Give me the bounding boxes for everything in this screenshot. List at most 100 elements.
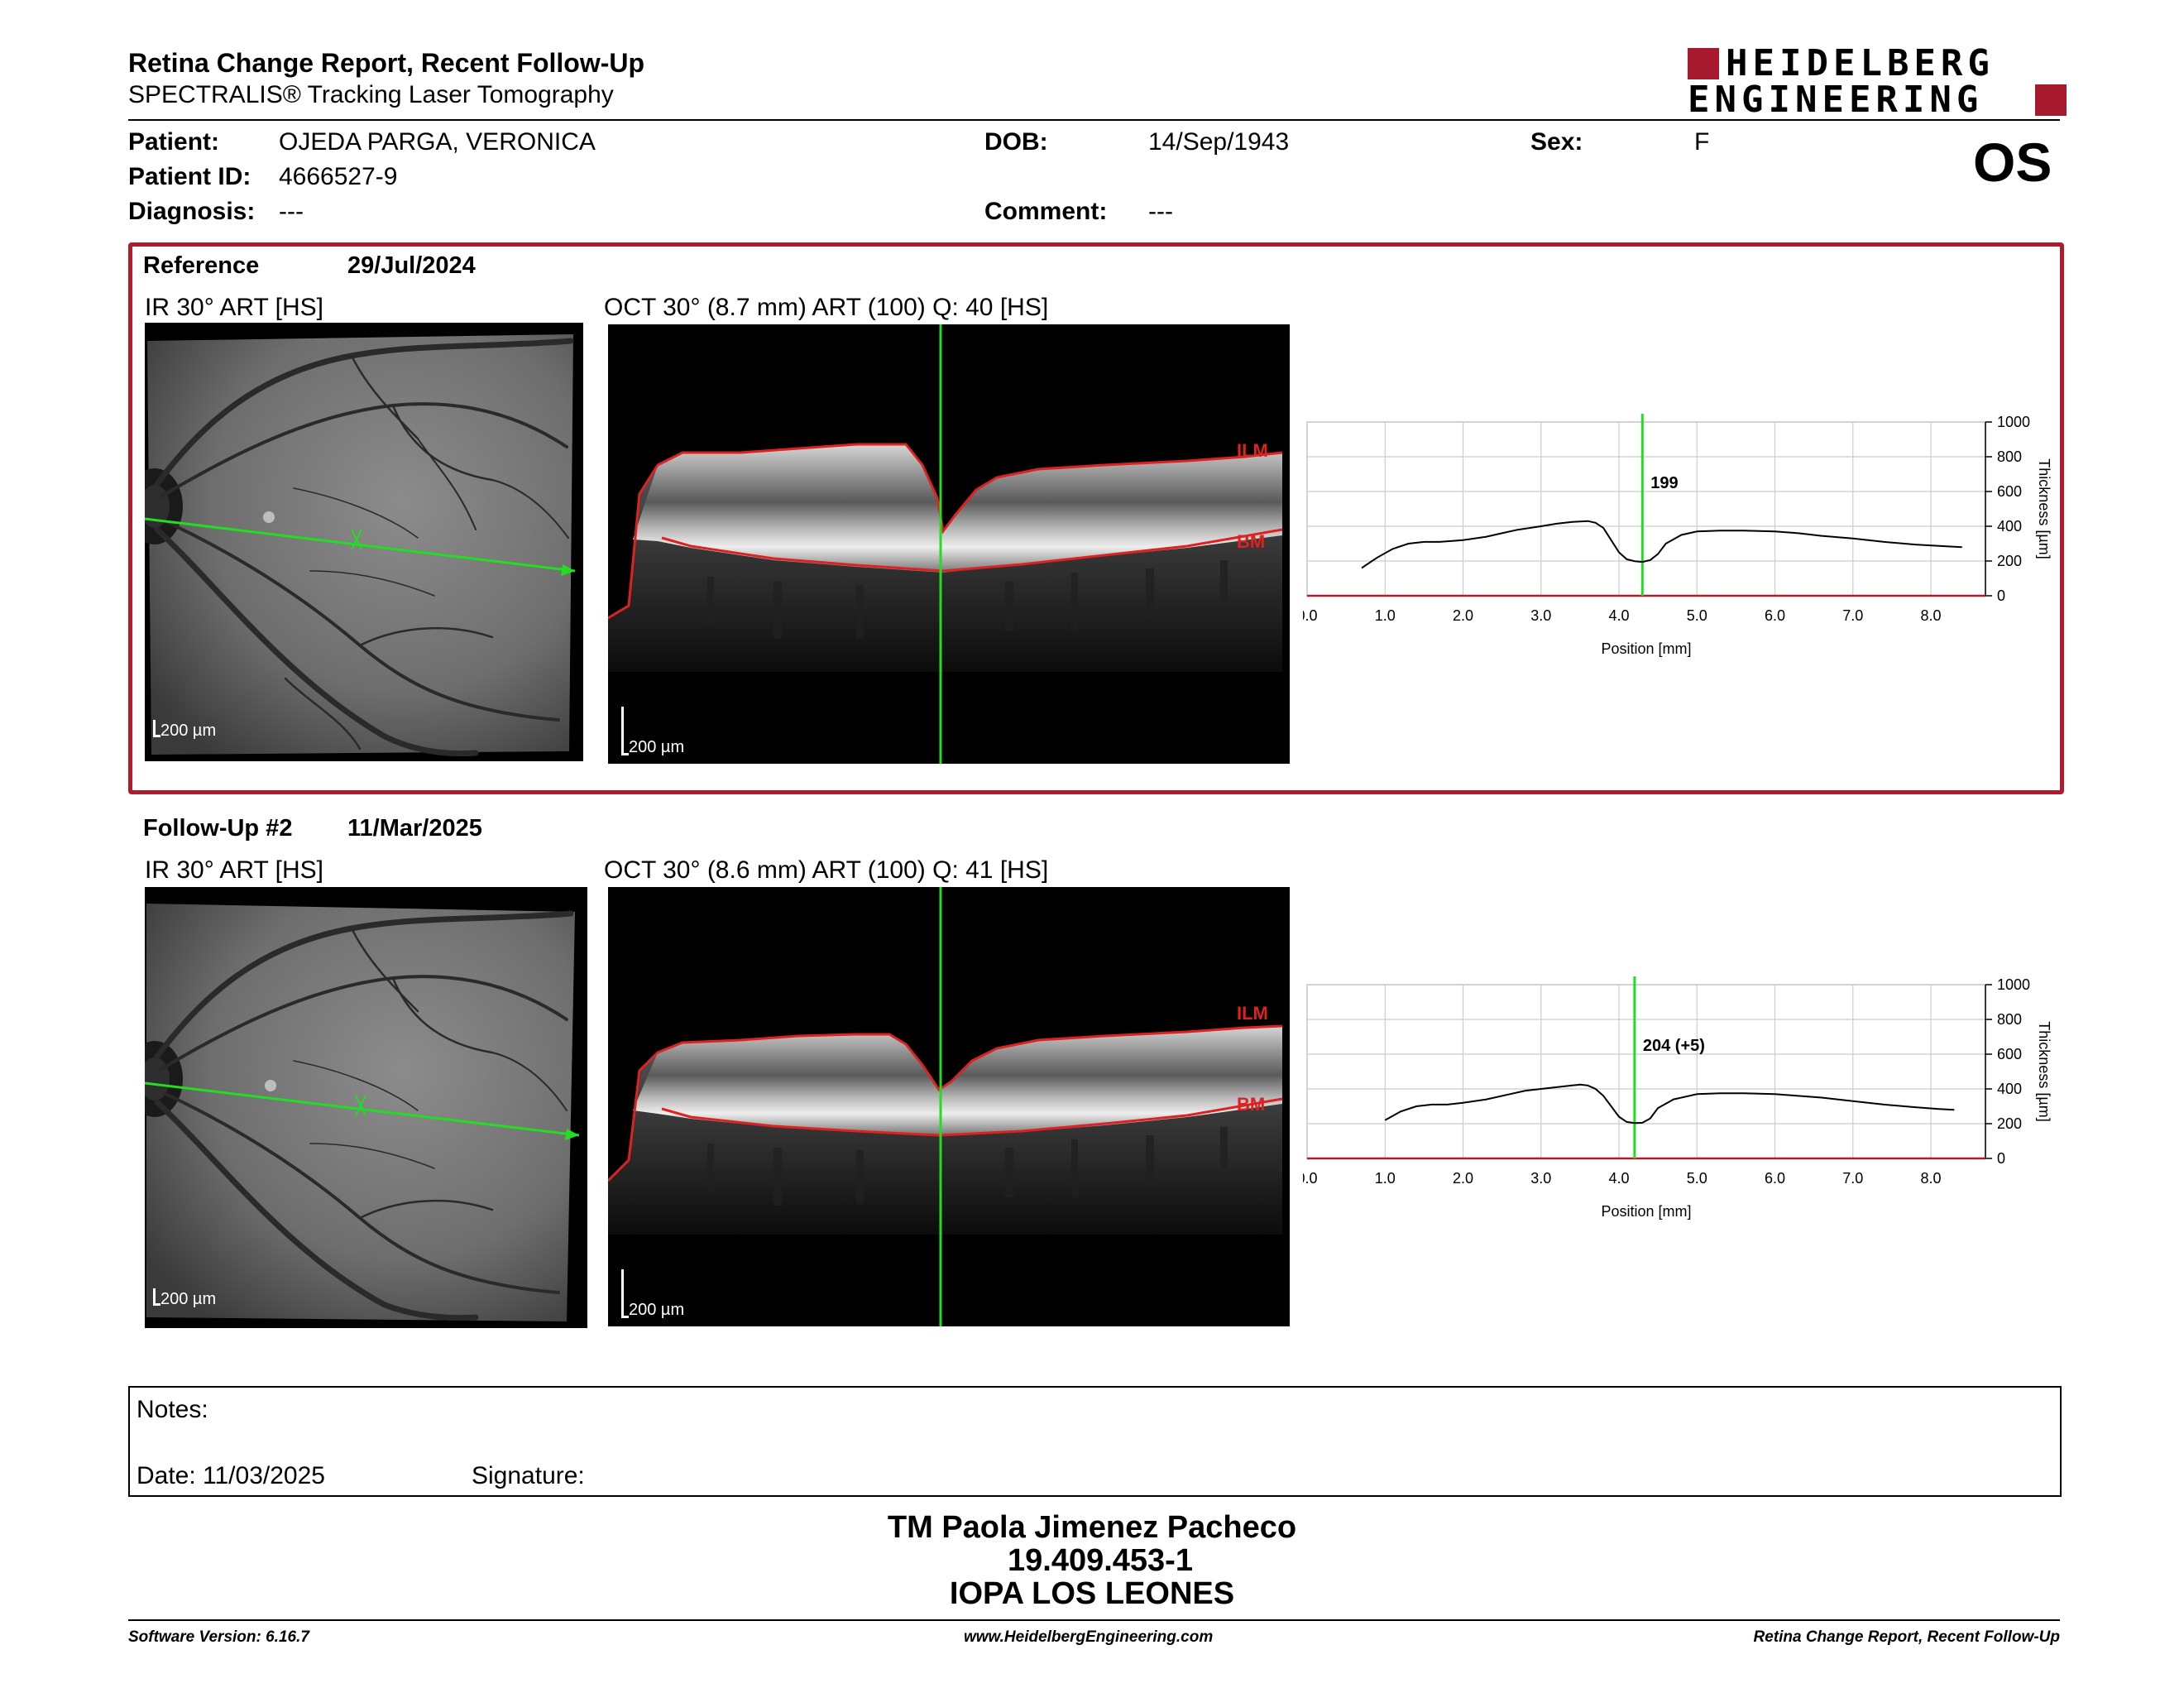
patient-id-value: 4666527-9 xyxy=(279,163,398,190)
signer-institution: IOPA LOS LEONES xyxy=(949,1576,1235,1611)
report-subtitle: SPECTRALIS® Tracking Laser Tomography xyxy=(128,81,614,108)
patient-id-label: Patient ID: xyxy=(128,163,251,190)
dob-label: DOB: xyxy=(984,128,1048,156)
scalebar-icon xyxy=(621,707,629,755)
notes-label: Notes: xyxy=(136,1396,208,1423)
y-axis-label: Thickness [µm] xyxy=(2036,1021,2052,1121)
x-tick-label: 5.0 xyxy=(1687,607,1707,624)
reference-oct-scale-label: 200 µm xyxy=(629,738,685,756)
notes-date: Date: 11/03/2025 xyxy=(136,1462,325,1489)
thickness-series-line xyxy=(1361,520,1962,569)
x-axis-label: Position [mm] xyxy=(1601,640,1691,657)
reference-oct-image: ILM BM 200 µm xyxy=(608,324,1290,764)
x-tick-label: 4.0 xyxy=(1608,1170,1629,1187)
followup-oct-image: ILM BM 200 µm xyxy=(608,887,1290,1326)
comment-value: --- xyxy=(1148,198,1173,225)
x-tick-label: 6.0 xyxy=(1765,1170,1785,1187)
followup-ir-image: 200 µm xyxy=(145,887,587,1328)
reference-ir-caption: IR 30° ART [HS] xyxy=(145,294,323,321)
logo-square-top xyxy=(1688,48,1719,79)
x-tick-label: 1.0 xyxy=(1375,1170,1396,1187)
x-tick-label: 0.0 xyxy=(1303,607,1318,624)
sex-value: F xyxy=(1694,128,1710,156)
x-tick-label: 1.0 xyxy=(1375,607,1396,624)
followup-label: Follow-Up #2 xyxy=(143,815,293,842)
y-tick-label: 0 xyxy=(1997,587,2005,604)
x-tick-label: 2.0 xyxy=(1453,607,1473,624)
followup-oct-scalebar: 200 µm xyxy=(621,1269,684,1320)
y-tick-label: 800 xyxy=(1997,1011,2022,1028)
y-tick-label: 200 xyxy=(1997,1115,2022,1132)
y-axis-label: Thickness [µm] xyxy=(2036,458,2052,559)
x-tick-label: 8.0 xyxy=(1921,607,1942,624)
signer-name: TM Paola Jimenez Pacheco xyxy=(887,1510,1297,1545)
comment-label: Comment: xyxy=(984,198,1108,225)
reference-thickness-chart: 0 200 400 600 800 1000 0.0 1.0 2.0 3.0 4.0 5.0 6.0 7.… xyxy=(1303,414,2052,657)
diagnosis-value: --- xyxy=(279,198,304,225)
followup-ir-scalebar: 200 µm xyxy=(153,1288,216,1309)
thickness-series-line xyxy=(1384,1083,1955,1125)
y-tick-label: 0 xyxy=(1997,1150,2005,1167)
marker-value-label: 204 (+5) xyxy=(1643,1037,1705,1055)
y-tick-label: 800 xyxy=(1997,448,2022,465)
signer-rut: 19.409.453-1 xyxy=(1008,1543,1193,1578)
scalebar-icon xyxy=(153,1288,160,1306)
logo-line1: HEIDELBERG xyxy=(1726,42,1995,84)
marker-value-label: 199 xyxy=(1650,474,1678,492)
eye-indicator: OS xyxy=(1973,132,2052,193)
reference-section-box xyxy=(128,242,2064,794)
header-divider xyxy=(128,119,2060,121)
reference-oct-scalebar: 200 µm xyxy=(621,707,684,757)
dob-value: 14/Sep/1943 xyxy=(1148,128,1290,156)
reference-ir-scalebar: 200 µm xyxy=(153,720,216,741)
software-version: Software Version: 6.16.7 xyxy=(128,1628,309,1646)
diagnosis-label: Diagnosis: xyxy=(128,198,256,225)
logo-line2: ENGINEERING xyxy=(1688,79,1984,121)
x-tick-label: 3.0 xyxy=(1530,607,1551,624)
report-title: Retina Change Report, Recent Follow-Up xyxy=(128,48,645,78)
followup-oct-caption: OCT 30° (8.6 mm) ART (100) Q: 41 [HS] xyxy=(604,856,1049,884)
x-tick-label: 4.0 xyxy=(1608,607,1629,624)
chart-frame xyxy=(1306,984,1986,1159)
followup-ilm-label: ILM xyxy=(1237,1003,1268,1024)
chart-frame xyxy=(1306,421,1986,597)
y-tick-label: 1000 xyxy=(1997,976,2030,993)
followup-date: 11/Mar/2025 xyxy=(347,815,482,842)
y-tick-label: 200 xyxy=(1997,553,2022,569)
y-tick-label: 600 xyxy=(1997,1046,2022,1062)
patient-label: Patient: xyxy=(128,128,220,156)
followup-bm-label: BM xyxy=(1237,1094,1265,1115)
x-tick-label: 2.0 xyxy=(1453,1170,1473,1187)
reference-oct-caption: OCT 30° (8.7 mm) ART (100) Q: 40 [HS] xyxy=(604,294,1049,321)
notes-signature-label: Signature: xyxy=(472,1462,585,1489)
x-tick-label: 8.0 xyxy=(1921,1170,1942,1187)
x-tick-label: 7.0 xyxy=(1842,607,1863,624)
scalebar-icon xyxy=(621,1269,629,1318)
followup-oct-scale-label: 200 µm xyxy=(629,1301,685,1319)
footer-report-name: Retina Change Report, Recent Follow-Up xyxy=(1753,1628,2060,1646)
x-tick-label: 0.0 xyxy=(1303,1170,1318,1187)
website-link[interactable]: www.HeidelbergEngineering.com xyxy=(964,1628,1214,1646)
y-tick-label: 600 xyxy=(1997,483,2022,500)
scalebar-icon xyxy=(153,720,160,737)
reference-ilm-label: ILM xyxy=(1237,440,1268,461)
followup-ir-caption: IR 30° ART [HS] xyxy=(145,856,323,884)
sex-label: Sex: xyxy=(1530,128,1583,156)
notes-box: Notes: Date: 11/03/2025 Signature: xyxy=(128,1386,2062,1497)
x-axis-label: Position [mm] xyxy=(1601,1203,1691,1220)
reference-bm-label: BM xyxy=(1237,531,1265,552)
x-tick-label: 5.0 xyxy=(1687,1170,1707,1187)
x-tick-label: 7.0 xyxy=(1842,1170,1863,1187)
y-tick-label: 400 xyxy=(1997,518,2022,535)
logo-square-bottom xyxy=(2035,84,2067,116)
followup-thickness-chart: 0 200 400 600 800 1000 0.0 1.0 2.0 3.0 4.0 5.0 6.0 7.… xyxy=(1303,976,2052,1220)
followup-ir-scale-label: 200 µm xyxy=(160,1290,217,1308)
patient-name: OJEDA PARGA, VERONICA xyxy=(279,128,596,156)
reference-ir-scale-label: 200 µm xyxy=(160,722,217,740)
footer-divider xyxy=(128,1619,2060,1621)
x-tick-label: 3.0 xyxy=(1530,1170,1551,1187)
y-tick-label: 1000 xyxy=(1997,414,2030,430)
reference-ir-image: 200 µm xyxy=(145,323,583,761)
reference-date: 29/Jul/2024 xyxy=(347,252,476,279)
x-tick-label: 6.0 xyxy=(1765,607,1785,624)
